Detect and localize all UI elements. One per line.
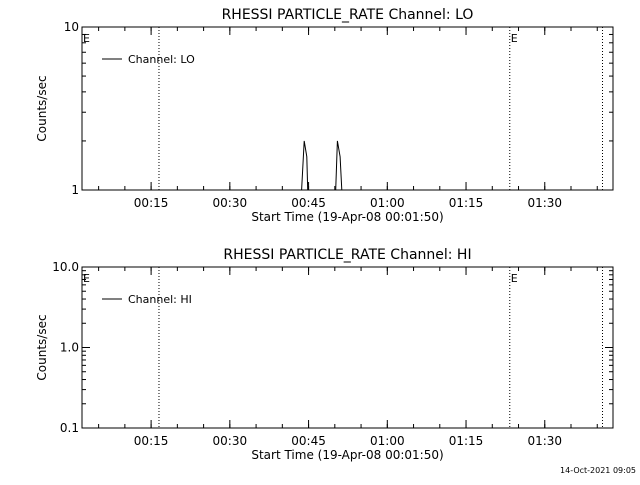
x-tick-label: 00:15: [134, 196, 169, 210]
x-tick-label: 01:15: [449, 196, 484, 210]
x-axis-label: Start Time (19-Apr-08 00:01:50): [251, 448, 443, 462]
y-axis-label: Counts/sec: [35, 314, 49, 380]
panel-hi: RHESSI PARTICLE_RATE Channel: HI 00:15 00:…: [35, 247, 614, 462]
legend-label: Channel: LO: [128, 53, 195, 66]
plot-frame: [81, 266, 614, 429]
x-axis-label: Start Time (19-Apr-08 00:01:50): [251, 210, 443, 224]
y-tick-label: 10: [64, 20, 79, 34]
x-tick-label: 01:00: [370, 434, 405, 448]
series-line: [301, 140, 343, 191]
legend-label: Channel: HI: [128, 293, 192, 306]
x-tick-label: 00:45: [291, 434, 326, 448]
x-tick-label: 00:30: [213, 196, 248, 210]
y-tick-label: 1.0: [60, 341, 79, 355]
x-tick-label: 00:45: [291, 196, 326, 210]
panel-lo: RHESSI PARTICLE_RATE Channel: LO 00:15 00:…: [35, 7, 614, 224]
timestamp-label: 14-Oct-2021 09:05: [560, 466, 636, 475]
event-label: E: [511, 272, 518, 285]
x-tick-label: 01:15: [449, 434, 484, 448]
x-tick-label: 00:30: [213, 434, 248, 448]
edge-marker-label: E: [83, 272, 90, 285]
plot-frame: [81, 26, 614, 191]
y-tick-label: 10.0: [52, 260, 79, 274]
x-tick-label: 01:30: [527, 434, 562, 448]
edge-marker-label: E: [83, 32, 90, 45]
x-tick-label: 01:30: [527, 196, 562, 210]
y-tick-label: 0.1: [60, 421, 79, 435]
y-tick-label: 1: [71, 183, 79, 197]
event-label: E: [511, 32, 518, 45]
chart-title: RHESSI PARTICLE_RATE Channel: LO: [222, 7, 474, 23]
chart-title: RHESSI PARTICLE_RATE Channel: HI: [223, 247, 471, 263]
x-tick-label: 01:00: [370, 196, 405, 210]
x-tick-label: 00:15: [134, 434, 169, 448]
y-axis-label: Counts/sec: [35, 75, 49, 141]
